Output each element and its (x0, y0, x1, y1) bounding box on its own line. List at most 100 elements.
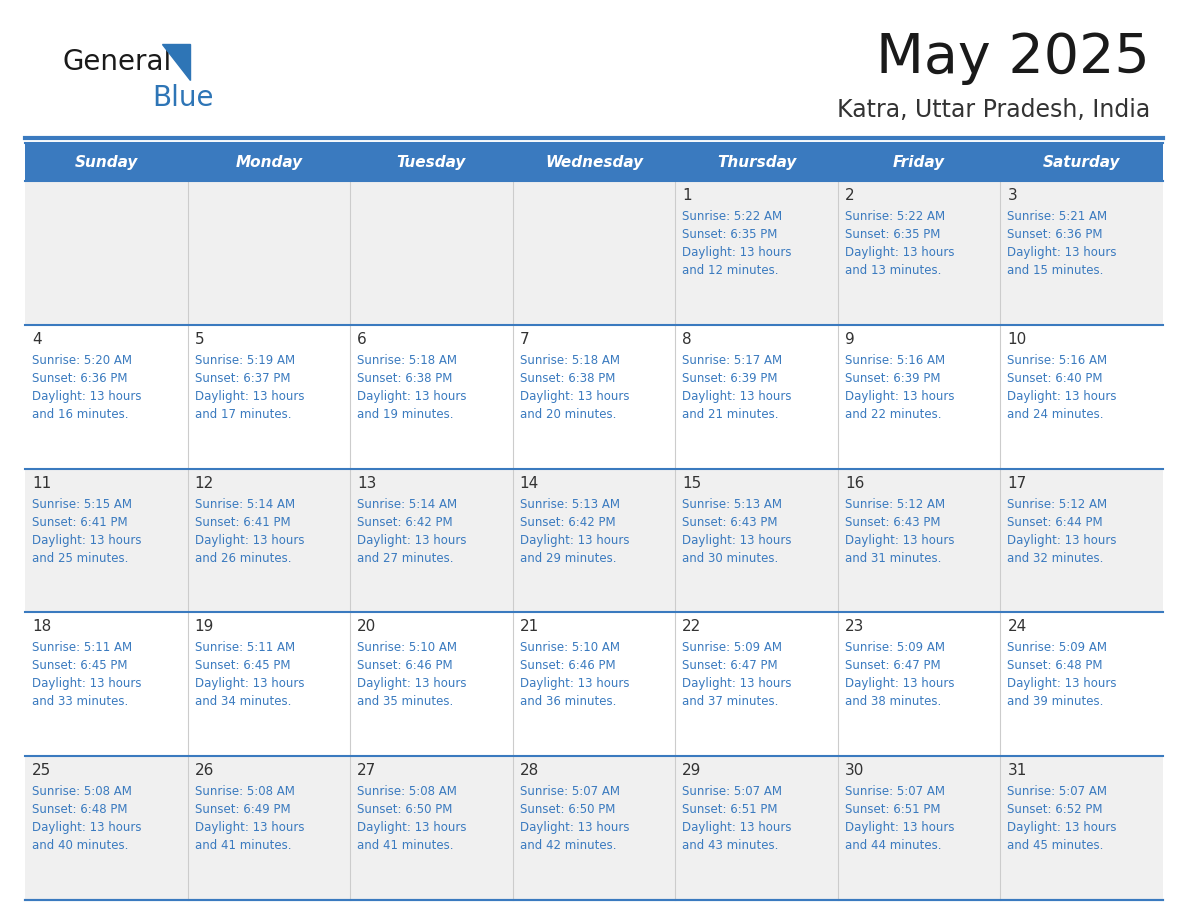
Bar (350, 756, 513, 900)
Text: and 26 minutes.: and 26 minutes. (195, 552, 291, 565)
Text: and 31 minutes.: and 31 minutes. (845, 552, 941, 565)
Text: Sunset: 6:51 PM: Sunset: 6:51 PM (682, 803, 778, 816)
Text: 27: 27 (358, 763, 377, 778)
Text: Daylight: 13 hours: Daylight: 13 hours (195, 390, 304, 403)
Bar (25, 143, 188, 181)
Text: Sunset: 6:36 PM: Sunset: 6:36 PM (32, 372, 127, 385)
Text: and 21 minutes.: and 21 minutes. (682, 408, 779, 420)
Text: and 19 minutes.: and 19 minutes. (358, 408, 454, 420)
Bar (513, 612, 675, 756)
Bar (838, 325, 1000, 468)
Text: Sunrise: 5:07 AM: Sunrise: 5:07 AM (519, 785, 620, 798)
Text: Daylight: 13 hours: Daylight: 13 hours (1007, 390, 1117, 403)
Text: Sunrise: 5:18 AM: Sunrise: 5:18 AM (358, 353, 457, 367)
Text: and 17 minutes.: and 17 minutes. (195, 408, 291, 420)
Text: Sunrise: 5:09 AM: Sunrise: 5:09 AM (1007, 642, 1107, 655)
Text: 28: 28 (519, 763, 539, 778)
Text: Daylight: 13 hours: Daylight: 13 hours (519, 677, 630, 690)
Text: Sunset: 6:40 PM: Sunset: 6:40 PM (1007, 372, 1102, 385)
Text: 31: 31 (1007, 763, 1026, 778)
Text: and 32 minutes.: and 32 minutes. (1007, 552, 1104, 565)
Bar (838, 468, 1000, 612)
Bar (350, 181, 513, 325)
Text: 30: 30 (845, 763, 864, 778)
Text: Daylight: 13 hours: Daylight: 13 hours (682, 246, 791, 259)
Text: Sunset: 6:50 PM: Sunset: 6:50 PM (358, 803, 453, 816)
Text: Tuesday: Tuesday (397, 154, 466, 170)
Bar (188, 325, 350, 468)
Text: and 43 minutes.: and 43 minutes. (682, 839, 778, 852)
Bar (513, 181, 675, 325)
Text: 9: 9 (845, 331, 854, 347)
Text: Sunset: 6:38 PM: Sunset: 6:38 PM (358, 372, 453, 385)
Bar (188, 181, 350, 325)
Bar (513, 468, 675, 612)
Bar (1000, 181, 1163, 325)
Text: Thursday: Thursday (716, 154, 796, 170)
Text: Sunrise: 5:13 AM: Sunrise: 5:13 AM (519, 498, 620, 510)
Text: 16: 16 (845, 476, 864, 490)
Text: and 12 minutes.: and 12 minutes. (682, 264, 779, 277)
Text: Sunrise: 5:22 AM: Sunrise: 5:22 AM (682, 210, 783, 223)
Text: Sunrise: 5:15 AM: Sunrise: 5:15 AM (32, 498, 132, 510)
Text: and 40 minutes.: and 40 minutes. (32, 839, 128, 852)
Text: and 41 minutes.: and 41 minutes. (358, 839, 454, 852)
Text: Sunset: 6:45 PM: Sunset: 6:45 PM (195, 659, 290, 672)
Text: 11: 11 (32, 476, 51, 490)
Text: Sunset: 6:35 PM: Sunset: 6:35 PM (682, 228, 778, 241)
Text: Daylight: 13 hours: Daylight: 13 hours (519, 390, 630, 403)
Bar (25, 756, 188, 900)
Bar (675, 325, 838, 468)
Text: Sunset: 6:35 PM: Sunset: 6:35 PM (845, 228, 940, 241)
Text: and 41 minutes.: and 41 minutes. (195, 839, 291, 852)
Text: and 39 minutes.: and 39 minutes. (1007, 696, 1104, 709)
Text: and 29 minutes.: and 29 minutes. (519, 552, 617, 565)
Text: Friday: Friday (893, 154, 946, 170)
Text: Sunrise: 5:17 AM: Sunrise: 5:17 AM (682, 353, 783, 367)
Text: and 13 minutes.: and 13 minutes. (845, 264, 941, 277)
Text: and 37 minutes.: and 37 minutes. (682, 696, 778, 709)
Text: Sunrise: 5:21 AM: Sunrise: 5:21 AM (1007, 210, 1107, 223)
Bar (1000, 468, 1163, 612)
Text: and 45 minutes.: and 45 minutes. (1007, 839, 1104, 852)
Text: and 24 minutes.: and 24 minutes. (1007, 408, 1104, 420)
Text: Sunset: 6:42 PM: Sunset: 6:42 PM (358, 516, 453, 529)
Text: Sunrise: 5:19 AM: Sunrise: 5:19 AM (195, 353, 295, 367)
Text: 18: 18 (32, 620, 51, 634)
Text: Daylight: 13 hours: Daylight: 13 hours (32, 533, 141, 546)
Text: Sunset: 6:39 PM: Sunset: 6:39 PM (845, 372, 941, 385)
Bar (675, 612, 838, 756)
Text: Daylight: 13 hours: Daylight: 13 hours (519, 533, 630, 546)
Bar (675, 468, 838, 612)
Text: Sunrise: 5:10 AM: Sunrise: 5:10 AM (358, 642, 457, 655)
Bar (838, 756, 1000, 900)
Text: Daylight: 13 hours: Daylight: 13 hours (32, 677, 141, 690)
Text: Daylight: 13 hours: Daylight: 13 hours (1007, 677, 1117, 690)
Text: Sunrise: 5:07 AM: Sunrise: 5:07 AM (1007, 785, 1107, 798)
Text: Daylight: 13 hours: Daylight: 13 hours (358, 533, 467, 546)
Text: and 34 minutes.: and 34 minutes. (195, 696, 291, 709)
Text: and 44 minutes.: and 44 minutes. (845, 839, 941, 852)
Text: Wednesday: Wednesday (545, 154, 643, 170)
Text: Daylight: 13 hours: Daylight: 13 hours (682, 677, 791, 690)
Text: and 27 minutes.: and 27 minutes. (358, 552, 454, 565)
Text: Sunrise: 5:20 AM: Sunrise: 5:20 AM (32, 353, 132, 367)
Text: Katra, Uttar Pradesh, India: Katra, Uttar Pradesh, India (836, 98, 1150, 122)
Text: Daylight: 13 hours: Daylight: 13 hours (195, 677, 304, 690)
Text: Sunset: 6:43 PM: Sunset: 6:43 PM (845, 516, 941, 529)
Text: and 22 minutes.: and 22 minutes. (845, 408, 941, 420)
Text: Daylight: 13 hours: Daylight: 13 hours (682, 822, 791, 834)
Text: Sunrise: 5:07 AM: Sunrise: 5:07 AM (682, 785, 782, 798)
Text: Sunset: 6:39 PM: Sunset: 6:39 PM (682, 372, 778, 385)
Text: 29: 29 (682, 763, 702, 778)
Polygon shape (162, 44, 190, 80)
Text: 14: 14 (519, 476, 539, 490)
Text: Daylight: 13 hours: Daylight: 13 hours (845, 533, 954, 546)
Text: 6: 6 (358, 331, 367, 347)
Text: Sunrise: 5:13 AM: Sunrise: 5:13 AM (682, 498, 782, 510)
Bar (675, 181, 838, 325)
Text: Sunday: Sunday (75, 154, 138, 170)
Bar (675, 143, 838, 181)
Text: 4: 4 (32, 331, 42, 347)
Text: 21: 21 (519, 620, 539, 634)
